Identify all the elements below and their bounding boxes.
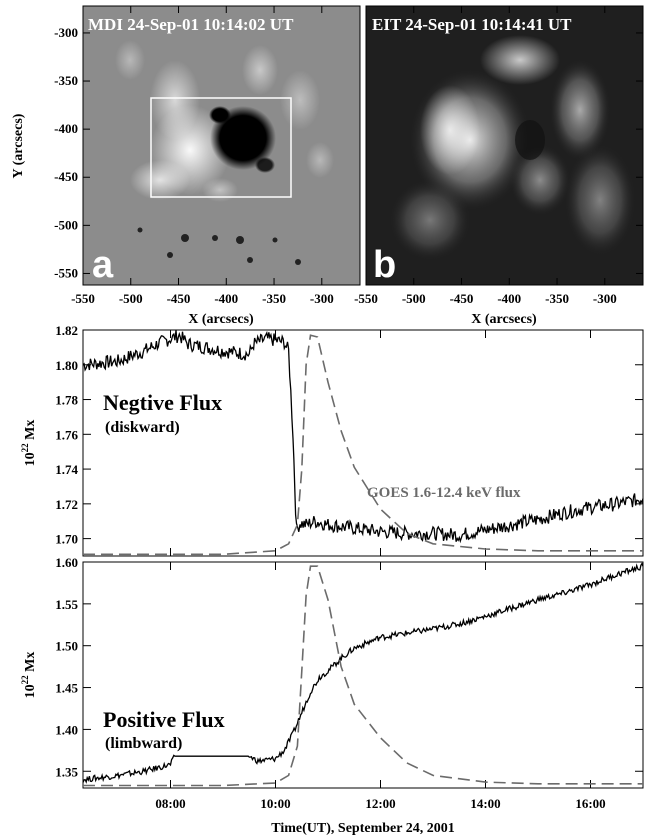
image-y-tick-label: -350 — [54, 73, 78, 88]
time-axis-label: Time(UT), September 24, 2001 — [271, 821, 454, 836]
image-x-tick-label: -350 — [545, 291, 569, 306]
image-x-tick-label: -450 — [167, 291, 191, 306]
image-a-x-axis-label: X (arcsecs) — [188, 312, 254, 327]
positive-flux-y-label: 1022 Mx — [20, 652, 38, 699]
image-y-axis: -300 -350 -400 -450 -500 -550 — [54, 25, 643, 280]
y-tick-label: 1.70 — [55, 532, 78, 547]
image-x-tick-label: -550 — [354, 291, 378, 306]
y-tick-label: 1.82 — [55, 323, 78, 338]
mdi-plage-field — [115, 40, 334, 202]
x-tick-label: 14:00 — [470, 796, 500, 811]
y-tick-label: 1.78 — [55, 393, 78, 408]
image-y-tick-label: -400 — [54, 121, 78, 136]
y-tick-label: 1.40 — [55, 722, 78, 737]
image-x-tick-label: -450 — [450, 291, 474, 306]
negative-flux-title: Negtive Flux — [103, 390, 222, 415]
positive-flux-subtitle: (limbward) — [105, 735, 182, 752]
goes-label: GOES 1.6-12.4 keV flux — [367, 485, 521, 501]
positive-flux-series — [82, 562, 644, 787]
y-tick-label: 1.50 — [55, 639, 78, 654]
mdi-image-panel: MDI 24-Sep-01 10:14:02 UT a — [82, 5, 361, 286]
negative-flux-series — [82, 330, 644, 556]
image-x-tick-label: -400 — [214, 291, 238, 306]
image-x-tick-label: -350 — [262, 291, 286, 306]
image-b-x-axis: -550 -500 -450 -400 -350 -300 — [354, 6, 617, 306]
goes-flux-line — [83, 334, 643, 556]
image-x-tick-label: -500 — [402, 291, 426, 306]
image-y-tick-label: -450 — [54, 169, 78, 184]
mdi-magnetogram — [83, 6, 360, 285]
x-tick-label: 08:00 — [155, 796, 185, 811]
positive-flux-plot: 1.35 1.40 1.45 1.50 1.55 1.60 08:00 10:00 12:00… — [20, 555, 644, 836]
positive-flux-frame — [82, 561, 644, 789]
y-tick-label: 1.60 — [55, 555, 78, 570]
panel-letter-b: b — [373, 244, 396, 286]
negative-flux-y-axis: 1.70 1.72 1.74 1.76 1.78 1.80 1.82 — [55, 323, 643, 547]
negative-flux-y-label: 1022 Mx — [20, 420, 38, 467]
mdi-title: MDI 24-Sep-01 10:14:02 UT — [88, 15, 294, 34]
y-tick-label: 1.80 — [55, 358, 78, 373]
y-tick-label: 1.76 — [55, 427, 78, 442]
positive-flux-x-axis: 08:00 10:00 12:00 14:00 16:00 — [155, 562, 606, 811]
image-y-tick-label: -550 — [54, 265, 78, 280]
image-y-tick-label: -500 — [54, 217, 78, 232]
image-b-x-axis-label: X (arcsecs) — [471, 312, 537, 327]
image-y-axis-label: Y (arcsecs) — [11, 113, 26, 178]
mdi-negative-specks — [137, 227, 301, 265]
negative-flux-subtitle: (diskward) — [105, 419, 180, 436]
negative-flux-frame — [82, 329, 644, 557]
image-x-tick-label: -300 — [310, 291, 334, 306]
image-x-tick-label: -400 — [497, 291, 521, 306]
negative-flux-plot: 1.70 1.72 1.74 1.76 1.78 1.80 1.82 1022 Mx Neg… — [20, 323, 644, 557]
x-tick-label: 12:00 — [365, 796, 395, 811]
negative-flux-line — [82, 330, 644, 544]
eit-image — [366, 6, 643, 285]
x-tick-label: 16:00 — [575, 796, 605, 811]
y-tick-label: 1.55 — [55, 597, 78, 612]
eit-title: EIT 24-Sep-01 10:14:41 UT — [372, 15, 572, 34]
positive-flux-title: Positive Flux — [103, 707, 225, 732]
y-tick-label: 1.35 — [55, 764, 78, 779]
y-tick-label: 1.45 — [55, 681, 78, 696]
negative-flux-x-ticks — [170, 330, 591, 556]
image-x-tick-label: -550 — [71, 291, 95, 306]
x-tick-label: 10:00 — [260, 796, 290, 811]
panel-letter-a: a — [92, 244, 114, 286]
image-a-x-axis: -550 -500 -450 -400 -350 -300 — [71, 6, 334, 306]
image-y-tick-label: -300 — [54, 25, 78, 40]
goes-flux-line — [83, 565, 643, 787]
y-tick-label: 1.72 — [55, 497, 78, 512]
region-of-interest-box — [150, 97, 292, 198]
y-tick-label: 1.74 — [55, 462, 78, 477]
positive-flux-y-axis: 1.35 1.40 1.45 1.50 1.55 1.60 — [55, 555, 643, 779]
image-x-tick-label: -500 — [119, 291, 143, 306]
positive-flux-line — [82, 562, 644, 784]
eit-image-panel: EIT 24-Sep-01 10:14:41 UT b — [365, 5, 644, 286]
image-x-tick-label: -300 — [593, 291, 617, 306]
